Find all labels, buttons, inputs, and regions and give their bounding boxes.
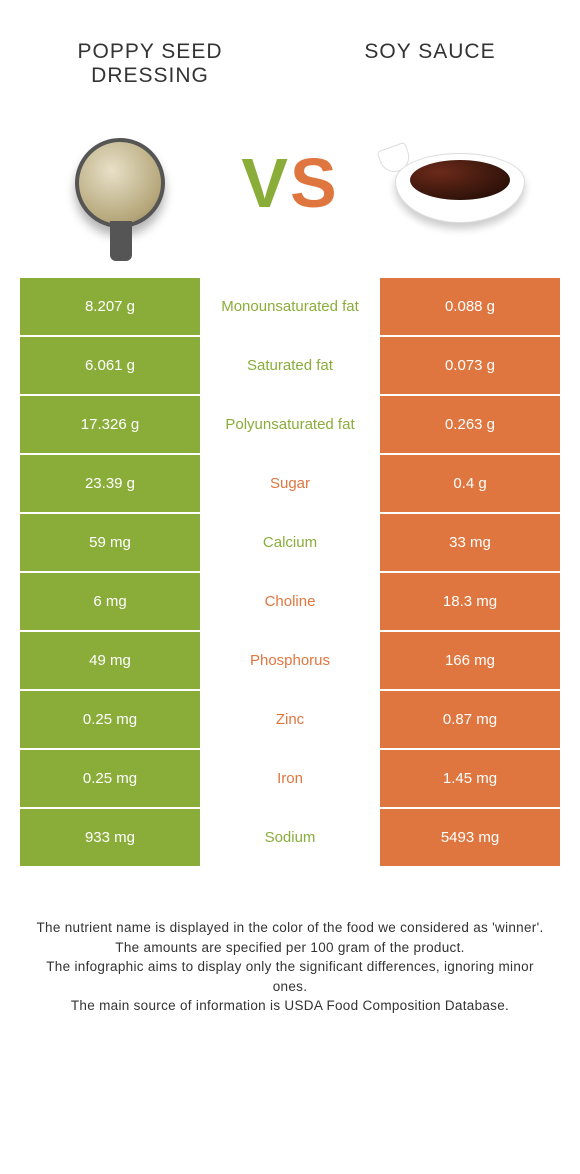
- left-food-title: POPPY SEED DRESSING: [60, 40, 240, 88]
- nutrient-label: Sodium: [200, 809, 380, 866]
- nutrient-label: Choline: [200, 573, 380, 630]
- footer-line: The infographic aims to display only the…: [30, 957, 550, 996]
- table-row: 0.25 mgIron1.45 mg: [20, 750, 560, 807]
- table-row: 933 mgSodium5493 mg: [20, 809, 560, 866]
- table-row: 17.326 gPolyunsaturated fat0.263 g: [20, 396, 560, 453]
- footer-line: The main source of information is USDA F…: [30, 996, 550, 1016]
- right-food-image: [380, 128, 540, 238]
- comparison-table: 8.207 gMonounsaturated fat0.088 g6.061 g…: [20, 278, 560, 866]
- right-value: 0.87 mg: [380, 691, 560, 748]
- nutrient-label: Monounsaturated fat: [200, 278, 380, 335]
- nutrient-label: Saturated fat: [200, 337, 380, 394]
- right-value: 0.263 g: [380, 396, 560, 453]
- nutrient-label: Calcium: [200, 514, 380, 571]
- vs-letter-v: V: [241, 144, 290, 222]
- nutrient-label: Sugar: [200, 455, 380, 512]
- left-value: 0.25 mg: [20, 691, 200, 748]
- right-value: 18.3 mg: [380, 573, 560, 630]
- right-value: 166 mg: [380, 632, 560, 689]
- table-row: 6.061 gSaturated fat0.073 g: [20, 337, 560, 394]
- table-row: 6 mgCholine18.3 mg: [20, 573, 560, 630]
- soy-sauce-bowl-icon: [385, 138, 535, 228]
- left-value: 23.39 g: [20, 455, 200, 512]
- left-food-image: [40, 128, 200, 238]
- left-value: 49 mg: [20, 632, 200, 689]
- right-value: 5493 mg: [380, 809, 560, 866]
- footer-notes: The nutrient name is displayed in the co…: [0, 868, 580, 1056]
- left-value: 6.061 g: [20, 337, 200, 394]
- right-value: 0.088 g: [380, 278, 560, 335]
- nutrient-label: Zinc: [200, 691, 380, 748]
- table-row: 23.39 gSugar0.4 g: [20, 455, 560, 512]
- vs-label: VS: [241, 143, 338, 223]
- table-row: 0.25 mgZinc0.87 mg: [20, 691, 560, 748]
- right-value: 0.4 g: [380, 455, 560, 512]
- right-food-title: SOY SAUCE: [340, 40, 520, 88]
- left-value: 59 mg: [20, 514, 200, 571]
- table-row: 49 mgPhosphorus166 mg: [20, 632, 560, 689]
- left-value: 0.25 mg: [20, 750, 200, 807]
- right-value: 33 mg: [380, 514, 560, 571]
- left-value: 17.326 g: [20, 396, 200, 453]
- left-value: 8.207 g: [20, 278, 200, 335]
- table-row: 8.207 gMonounsaturated fat0.088 g: [20, 278, 560, 335]
- nutrient-label: Phosphorus: [200, 632, 380, 689]
- left-value: 6 mg: [20, 573, 200, 630]
- right-value: 0.073 g: [380, 337, 560, 394]
- nutrient-label: Polyunsaturated fat: [200, 396, 380, 453]
- poppy-seed-bowl-icon: [70, 133, 170, 233]
- left-value: 933 mg: [20, 809, 200, 866]
- table-row: 59 mgCalcium33 mg: [20, 514, 560, 571]
- nutrient-label: Iron: [200, 750, 380, 807]
- vs-letter-s: S: [290, 144, 339, 222]
- images-row: VS: [0, 108, 580, 278]
- right-value: 1.45 mg: [380, 750, 560, 807]
- footer-line: The nutrient name is displayed in the co…: [30, 918, 550, 938]
- header: POPPY SEED DRESSING SOY SAUCE: [0, 0, 580, 108]
- footer-line: The amounts are specified per 100 gram o…: [30, 938, 550, 958]
